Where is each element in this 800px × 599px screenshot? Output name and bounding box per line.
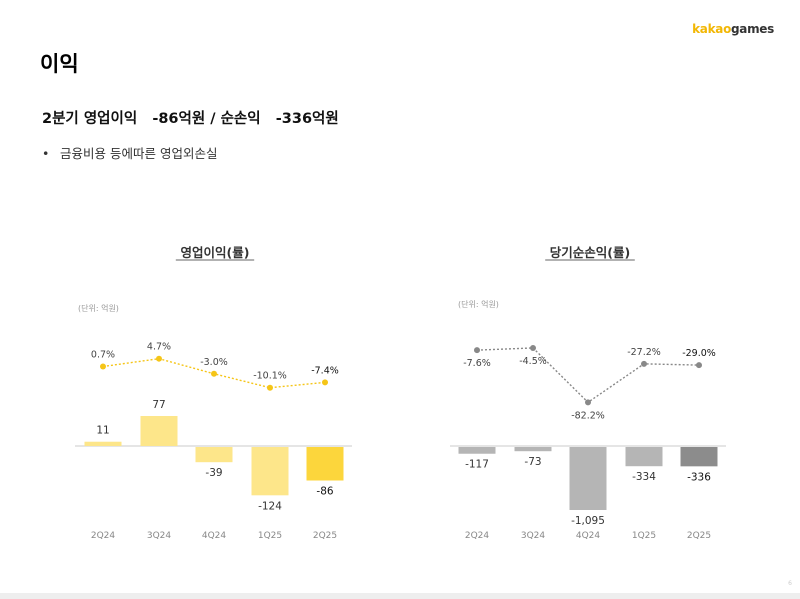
chart2-margin-label-2Q25: -29.0% xyxy=(682,348,716,359)
chart2-bar-2Q25 xyxy=(680,447,718,467)
chart2-unit-label: (단위: 억원) xyxy=(458,299,499,309)
chart1-bar-1Q25 xyxy=(251,447,289,496)
chart1-margin-label-4Q24: -3.0% xyxy=(200,357,228,368)
chart2-title: 당기순손익(률) xyxy=(550,245,630,260)
chart1-value-label-4Q24: -39 xyxy=(205,467,222,479)
chart1-margin-point-2Q25 xyxy=(322,379,328,386)
chart2-tick-label-3Q24: 3Q24 xyxy=(521,531,546,541)
chart2-value-label-1Q25: -334 xyxy=(632,471,656,483)
bullet-dot-icon: • xyxy=(42,146,50,161)
page-number: 6 xyxy=(788,580,792,587)
chart2-margin-label-2Q24: -7.6% xyxy=(463,358,491,369)
chart1-margin-label-1Q25: -10.1% xyxy=(253,371,287,382)
chart1-unit-label: (단위: 억원) xyxy=(78,303,119,313)
chart1-value-label-2Q24: 11 xyxy=(96,425,109,437)
headline-summary: 2분기 영업이익 -86억원 / 순손익 -336억원 xyxy=(42,111,339,127)
page-title: 이익 xyxy=(40,52,79,76)
chart2-bar-4Q24 xyxy=(569,447,607,510)
chart1-margin-point-1Q25 xyxy=(267,384,273,391)
chart2-margin-point-1Q25 xyxy=(641,360,647,367)
chart2-value-label-3Q24: -73 xyxy=(524,456,541,468)
chart1-tick-label-1Q25: 1Q25 xyxy=(258,531,282,541)
chart1-margin-label-3Q24: 4.7% xyxy=(147,342,171,353)
chart2-tick-label-4Q24: 4Q24 xyxy=(576,531,601,541)
chart2-margin-point-3Q24 xyxy=(530,344,536,351)
chart2-value-label-4Q24: -1,095 xyxy=(571,515,605,527)
chart2-bar-1Q25 xyxy=(625,447,663,467)
chart2-tick-label-2Q25: 2Q25 xyxy=(687,531,711,541)
chart1-margin-point-4Q24 xyxy=(211,370,217,377)
chart1-bar-2Q25 xyxy=(306,447,344,481)
chart1-bar-4Q24 xyxy=(195,447,233,463)
chart2-bar-2Q24 xyxy=(458,447,496,454)
chart2-value-label-2Q25: -336 xyxy=(687,471,711,483)
bullet-note: • 금융비용 등에따른 영업외손실 xyxy=(42,143,217,162)
chart1-margin-label-2Q25: -7.4% xyxy=(311,365,339,376)
chart2-margin-point-4Q24 xyxy=(585,399,591,406)
chart1-bar-3Q24 xyxy=(140,416,178,446)
chart2-margin-point-2Q25 xyxy=(696,362,702,369)
chart2-value-label-2Q24: -117 xyxy=(465,459,489,471)
chart1-bar-2Q24 xyxy=(84,441,122,446)
chart1-tick-label-2Q25: 2Q25 xyxy=(313,531,337,541)
chart2-margin-label-4Q24: -82.2% xyxy=(571,410,605,421)
chart1-title: 영업이익(률) xyxy=(181,245,250,260)
chart2-tick-label-2Q24: 2Q24 xyxy=(465,531,490,541)
chart1-tick-label-3Q24: 3Q24 xyxy=(147,531,172,541)
kakao-games-logo: kakaogames xyxy=(692,22,774,36)
chart1-margin-point-2Q24 xyxy=(100,363,106,370)
chart2-margin-point-2Q24 xyxy=(474,347,480,354)
chart1-value-label-2Q25: -86 xyxy=(316,486,333,498)
bullet-text: 금융비용 등에따른 영업외손실 xyxy=(60,146,218,161)
chart2-margin-label-1Q25: -27.2% xyxy=(627,347,661,358)
chart1-tick-label-4Q24: 4Q24 xyxy=(202,531,227,541)
chart2-margin-line xyxy=(476,347,700,404)
chart2-bar-3Q24 xyxy=(514,447,552,452)
footer-bar xyxy=(0,593,800,599)
chart1-value-label-1Q25: -124 xyxy=(258,500,282,512)
chart2-margin-label-3Q24: -4.5% xyxy=(519,356,547,367)
chart1-value-label-3Q24: 77 xyxy=(152,399,165,411)
chart1-margin-label-2Q24: 0.7% xyxy=(91,350,115,361)
chart1-margin-point-3Q24 xyxy=(156,355,162,362)
chart2-tick-label-1Q25: 1Q25 xyxy=(632,531,656,541)
chart1-tick-label-2Q24: 2Q24 xyxy=(91,531,116,541)
